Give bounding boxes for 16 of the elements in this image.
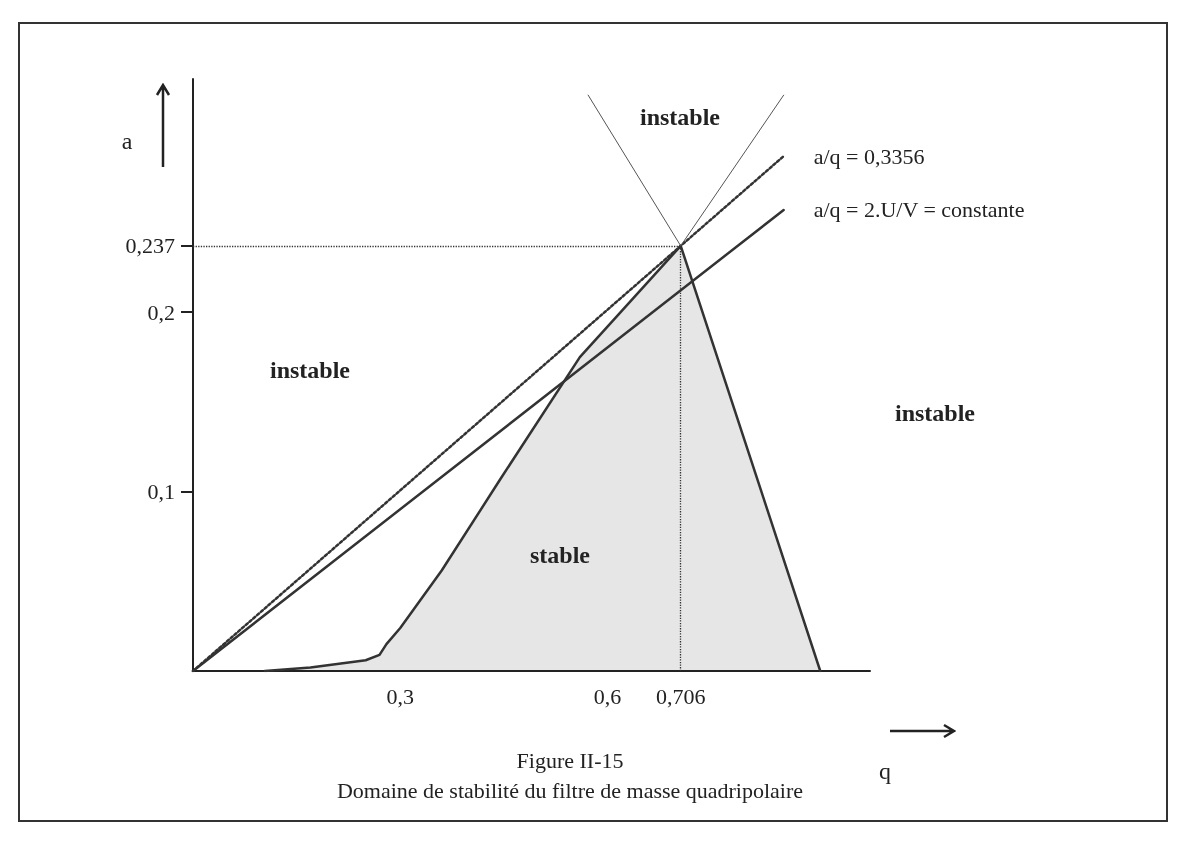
text: Domaine de stabilité du filtre de masse quadripolaire [336,777,804,803]
y-axis-title: a [121,128,133,154]
x-tick-label: 0,6 [593,683,622,709]
series-label: a/q = 0,3356 [813,143,925,169]
x-tick-label: 0,3 [386,683,414,709]
y-tick-label: 0,1 [147,479,175,505]
annotation: instable [269,357,351,383]
annotation: instable [639,104,721,130]
series-label: a/q = 2.U/V = constante [813,197,1025,223]
x-axis-title: q [879,758,891,784]
text: Figure II-15 [516,747,624,773]
text: instable [894,400,976,426]
annotation: stable [530,542,591,568]
x-tick-label: 0,706 [655,683,706,709]
y-tick-label: 0,2 [147,299,175,325]
y-tick-label: 0,237 [125,233,175,259]
